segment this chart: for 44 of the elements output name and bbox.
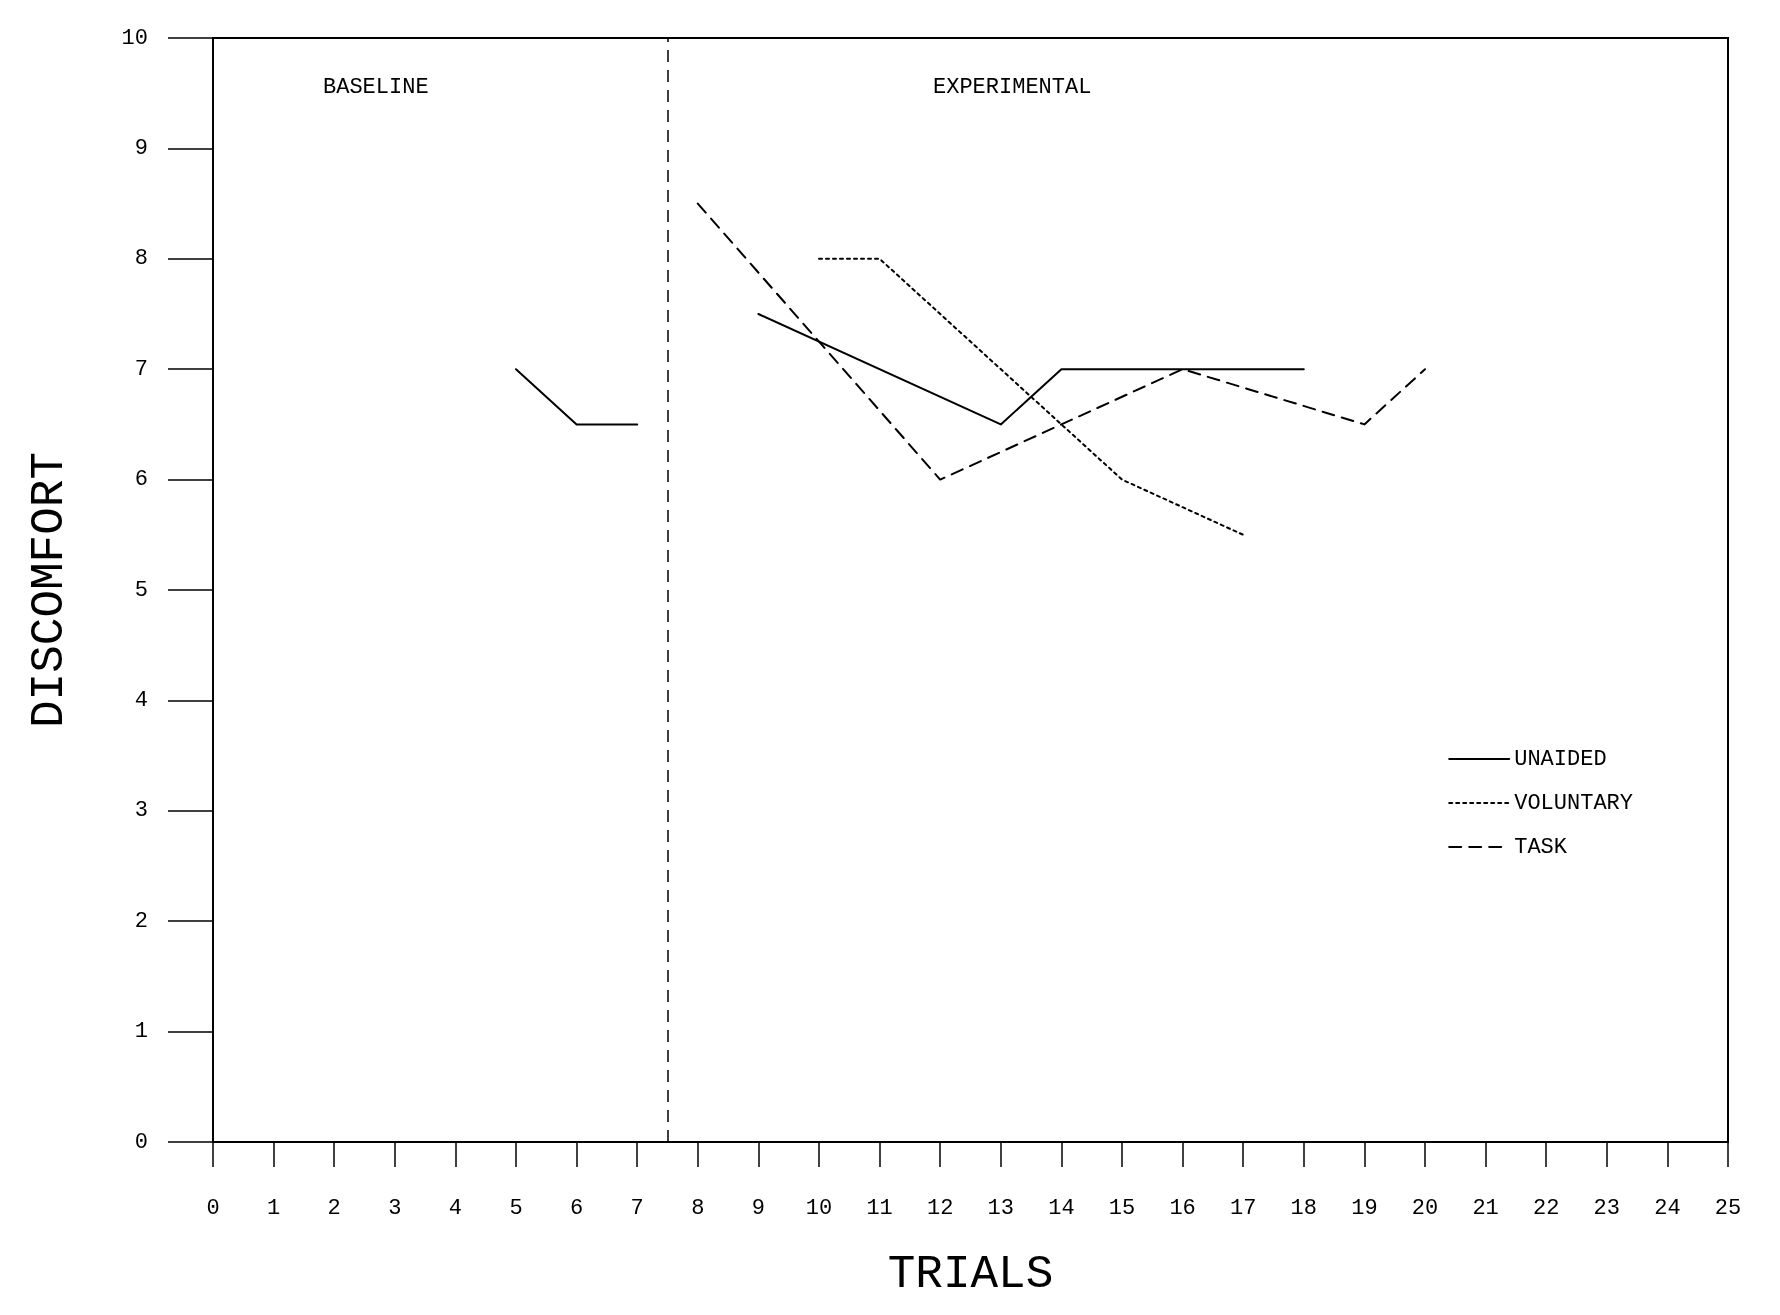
x-tick-label: 9 [751, 1195, 765, 1221]
x-tick-label: 7 [630, 1195, 644, 1221]
y-tick-label: 1 [134, 1019, 148, 1045]
y-tick-label: 2 [134, 908, 148, 934]
x-tick-label: 12 [927, 1195, 954, 1221]
x-tick-label: 21 [1472, 1195, 1499, 1221]
x-tick-label: 20 [1411, 1195, 1439, 1221]
x-tick-label: 16 [1169, 1195, 1196, 1221]
legend-label: UNAIDED [1514, 746, 1607, 772]
x-axis-title: TRIALS [887, 1249, 1054, 1301]
x-tick-label: 13 [987, 1195, 1014, 1221]
legend-label: VOLUNTARY [1514, 790, 1634, 816]
y-tick-label: 8 [134, 246, 148, 272]
y-tick-label: 0 [134, 1129, 148, 1155]
x-tick-label: 14 [1048, 1195, 1075, 1221]
x-tick-label: 25 [1714, 1195, 1742, 1221]
x-tick-label: 0 [206, 1195, 220, 1221]
y-tick-label: 6 [134, 467, 148, 493]
y-tick-label: 4 [134, 687, 148, 713]
x-tick-label: 4 [448, 1195, 462, 1221]
x-tick-label: 8 [691, 1195, 705, 1221]
y-axis-title: DISCOMFORT [24, 451, 76, 729]
x-tick-label: 11 [866, 1195, 893, 1221]
x-tick-label: 19 [1351, 1195, 1378, 1221]
y-tick-label: 3 [134, 798, 148, 824]
y-tick-label: 9 [134, 135, 148, 161]
x-tick-label: 23 [1593, 1195, 1620, 1221]
x-tick-label: 3 [388, 1195, 402, 1221]
x-tick-label: 18 [1290, 1195, 1317, 1221]
x-tick-label: 17 [1230, 1195, 1257, 1221]
x-tick-label: 22 [1533, 1195, 1560, 1221]
x-tick-label: 5 [509, 1195, 523, 1221]
annotation: EXPERIMENTAL [933, 74, 1092, 100]
y-tick-label: 5 [134, 577, 148, 603]
y-tick-label: 7 [134, 356, 148, 382]
x-tick-label: 10 [805, 1195, 833, 1221]
annotation: BASELINE [323, 74, 429, 100]
x-tick-label: 1 [267, 1195, 281, 1221]
legend-label: TASK [1514, 834, 1568, 860]
y-tick-label: 10 [121, 25, 148, 51]
x-tick-label: 6 [570, 1195, 584, 1221]
x-tick-label: 2 [327, 1195, 341, 1221]
x-tick-label: 15 [1108, 1195, 1136, 1221]
x-tick-label: 24 [1654, 1195, 1681, 1221]
